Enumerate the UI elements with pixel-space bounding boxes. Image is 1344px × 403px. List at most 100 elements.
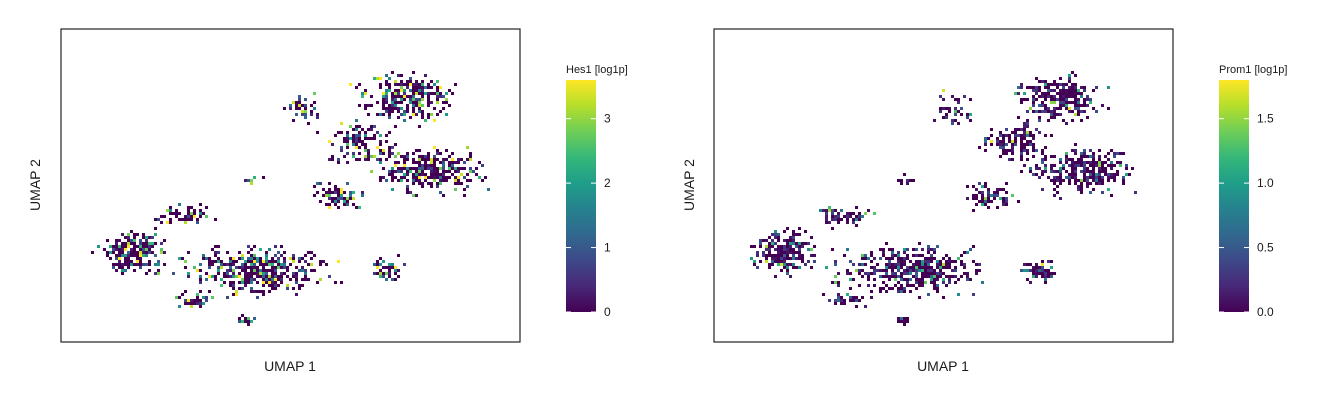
scatter-point <box>139 239 142 242</box>
scatter-point <box>1044 275 1047 278</box>
scatter-point <box>229 257 232 260</box>
scatter-point <box>436 80 439 83</box>
scatter-point <box>1083 110 1086 113</box>
scatter-point <box>858 272 861 275</box>
scatter-point <box>948 266 951 269</box>
scatter-point <box>1026 149 1029 152</box>
scatter-point <box>364 89 367 92</box>
scatter-point <box>981 281 984 284</box>
scatter-point <box>750 257 753 260</box>
scatter-point <box>355 134 358 137</box>
scatter-point <box>909 272 912 275</box>
scatter-point <box>1035 266 1038 269</box>
scatter-point <box>1020 101 1023 104</box>
scatter-point <box>1062 167 1065 170</box>
scatter-point <box>391 167 394 170</box>
scatter-point <box>939 272 942 275</box>
scatter-point <box>975 197 978 200</box>
scatter-point <box>1098 182 1101 185</box>
scatter-point <box>346 137 349 140</box>
scatter-point <box>124 242 127 245</box>
scatter-point <box>391 176 394 179</box>
scatter-point <box>400 95 403 98</box>
scatter-point <box>864 254 867 257</box>
scatter-point <box>750 245 753 248</box>
scatter-point <box>241 281 244 284</box>
scatter-point <box>226 296 229 299</box>
scatter-point <box>1005 134 1008 137</box>
scatter-point <box>274 266 277 269</box>
scatter-point <box>846 218 849 221</box>
scatter-point <box>1065 152 1068 155</box>
scatter-point <box>424 86 427 89</box>
scatter-point <box>418 164 421 167</box>
scatter-point <box>190 299 193 302</box>
scatter-point <box>346 131 349 134</box>
scatter-point <box>364 92 367 95</box>
scatter-point <box>957 278 960 281</box>
scatter-point <box>957 98 960 101</box>
scatter-point <box>400 107 403 110</box>
scatter-point <box>220 260 223 263</box>
scatter-point <box>861 296 864 299</box>
scatter-point <box>379 140 382 143</box>
scatter-point <box>400 83 403 86</box>
scatter-point <box>451 161 454 164</box>
scatter-point <box>1053 188 1056 191</box>
scatter-point <box>199 215 202 218</box>
scatter-point <box>433 164 436 167</box>
scatter-point <box>924 275 927 278</box>
scatter-point <box>999 140 1002 143</box>
scatter-point <box>984 185 987 188</box>
scatter-point <box>454 179 457 182</box>
scatter-point <box>1089 182 1092 185</box>
scatter-point <box>915 254 918 257</box>
scatter-point <box>385 101 388 104</box>
scatter-point <box>1044 269 1047 272</box>
scatter-point <box>846 215 849 218</box>
scatter-point <box>975 272 978 275</box>
scatter-point <box>1074 152 1077 155</box>
scatter-point <box>298 284 301 287</box>
scatter-point <box>786 272 789 275</box>
scatter-point <box>382 149 385 152</box>
scatter-point <box>433 146 436 149</box>
scatter-point <box>325 191 328 194</box>
scatter-point <box>1059 182 1062 185</box>
scatter-point <box>196 221 199 224</box>
scatter-point <box>1119 161 1122 164</box>
scatter-point <box>951 122 954 125</box>
scatter-point <box>451 158 454 161</box>
scatter-point <box>834 299 837 302</box>
scatter-point <box>927 272 930 275</box>
scatter-point <box>888 266 891 269</box>
scatter-point <box>771 254 774 257</box>
scatter-point <box>1071 92 1074 95</box>
scatter-point <box>765 239 768 242</box>
scatter-point <box>187 272 190 275</box>
scatter-point <box>208 260 211 263</box>
scatter-point <box>142 254 145 257</box>
scatter-point <box>406 86 409 89</box>
scatter-point <box>124 248 127 251</box>
scatter-point <box>831 209 834 212</box>
scatter-point <box>936 290 939 293</box>
scatter-point <box>121 266 124 269</box>
scatter-point <box>379 158 382 161</box>
scatter-point <box>1116 152 1119 155</box>
scatter-point <box>867 278 870 281</box>
scatter-point <box>328 206 331 209</box>
scatter-point <box>756 266 759 269</box>
scatter-point <box>1059 197 1062 200</box>
scatter-point <box>403 89 406 92</box>
scatter-point <box>1044 158 1047 161</box>
scatter-point <box>975 194 978 197</box>
scatter-point <box>442 167 445 170</box>
scatter-point <box>199 203 202 206</box>
scatter-point <box>217 251 220 254</box>
scatter-point <box>1005 143 1008 146</box>
scatter-point <box>867 257 870 260</box>
scatter-point <box>924 272 927 275</box>
scatter-point <box>759 242 762 245</box>
scatter-point <box>274 278 277 281</box>
